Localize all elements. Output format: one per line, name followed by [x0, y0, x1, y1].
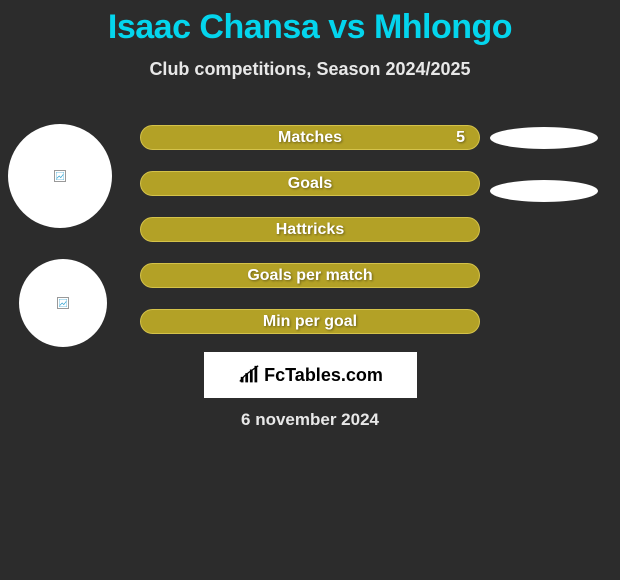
comparison-oval-2	[490, 180, 598, 202]
brand-box: FcTables.com	[204, 352, 417, 398]
stat-bar-matches: Matches 5	[140, 125, 480, 150]
stat-label: Hattricks	[276, 221, 344, 239]
chart-icon	[238, 364, 260, 386]
stat-bar-min-per-goal: Min per goal	[140, 309, 480, 334]
image-placeholder-icon	[54, 170, 66, 182]
stats-bars: Matches 5 Goals Hattricks Goals per matc…	[140, 125, 480, 355]
brand-logo: FcTables.com	[238, 364, 383, 386]
comparison-oval-1	[490, 127, 598, 149]
player1-avatar	[8, 124, 112, 228]
footer-date: 6 november 2024	[0, 410, 620, 430]
stat-bar-hattricks: Hattricks	[140, 217, 480, 242]
stat-value: 5	[456, 129, 465, 147]
page-title: Isaac Chansa vs Mhlongo	[0, 0, 620, 47]
stat-label: Goals per match	[247, 267, 372, 285]
stat-label: Min per goal	[263, 313, 357, 331]
stat-bar-goals-per-match: Goals per match	[140, 263, 480, 288]
stat-label: Goals	[288, 175, 332, 193]
brand-text: FcTables.com	[264, 365, 383, 386]
stat-label: Matches	[278, 129, 342, 147]
page-subtitle: Club competitions, Season 2024/2025	[0, 59, 620, 80]
player2-avatar	[19, 259, 107, 347]
image-placeholder-icon	[57, 297, 69, 309]
stat-bar-goals: Goals	[140, 171, 480, 196]
